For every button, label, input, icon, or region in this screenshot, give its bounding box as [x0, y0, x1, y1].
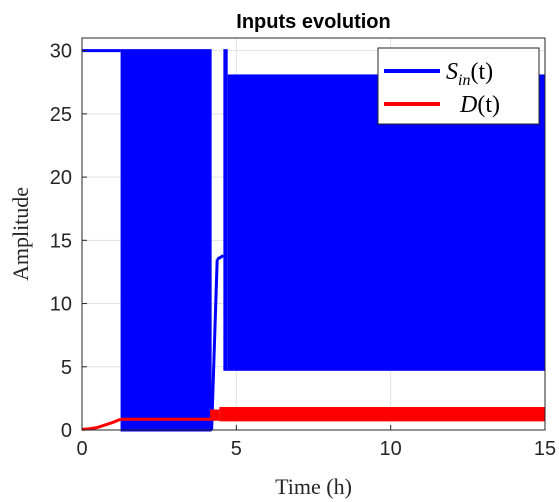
series-band: [223, 49, 228, 371]
y-tick-label: 10: [50, 294, 72, 316]
legend-label-s-in: Sin(t): [446, 59, 493, 89]
x-tick-label: 15: [534, 438, 556, 460]
x-tick-label: 5: [231, 438, 242, 460]
series-line: [216, 254, 225, 261]
y-tick-label: 5: [61, 357, 72, 379]
legend-d-argument: (t): [477, 92, 500, 118]
y-tick-label: 15: [50, 230, 72, 252]
legend-d-main: D: [459, 92, 477, 118]
x-tick-label: 0: [76, 438, 87, 460]
legend-s-in-argument: (t): [470, 59, 493, 85]
legend-box: [377, 47, 540, 125]
series-band: [210, 409, 220, 421]
y-tick-label: 30: [50, 41, 72, 63]
chart-title: Inputs evolution: [236, 11, 390, 33]
series-band: [120, 49, 212, 432]
series-line: [210, 259, 219, 431]
y-tick-label: 25: [50, 104, 72, 126]
legend-label-d: D(t): [459, 92, 500, 118]
legend-s-in-main: S: [446, 59, 458, 85]
plot-border: [81, 37, 546, 431]
series-d-t: [81, 407, 545, 431]
y-tick-label: 20: [50, 167, 72, 189]
x-tick-label: 10: [380, 438, 402, 460]
y-axis-label: Amplitude: [8, 187, 33, 281]
x-axis-label: Time (h): [275, 474, 352, 499]
series-band: [219, 407, 545, 422]
series-line: [81, 417, 122, 431]
y-tick-label: 0: [61, 420, 72, 442]
ticks: 0 5 10 15 0 5 10 15 20 25 30: [50, 41, 556, 460]
legend: Sin(t) D(t): [377, 47, 540, 125]
legend-s-in-subscript: in: [458, 72, 470, 89]
